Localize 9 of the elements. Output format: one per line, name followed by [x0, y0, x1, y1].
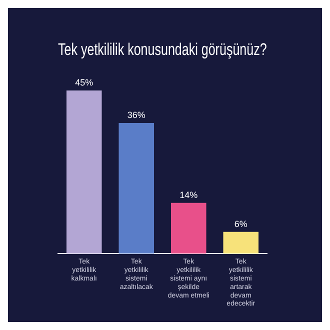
- bar: [118, 123, 154, 254]
- bar: [66, 90, 102, 254]
- bar: [170, 202, 206, 254]
- data-label: 45%: [75, 77, 94, 88]
- chart-title: Tek yetkililik konusundaki görüşünüz?: [58, 40, 267, 60]
- bar: [223, 232, 259, 254]
- data-label: 6%: [234, 218, 248, 229]
- data-label: 36%: [127, 110, 146, 120]
- data-label: 14%: [180, 190, 198, 200]
